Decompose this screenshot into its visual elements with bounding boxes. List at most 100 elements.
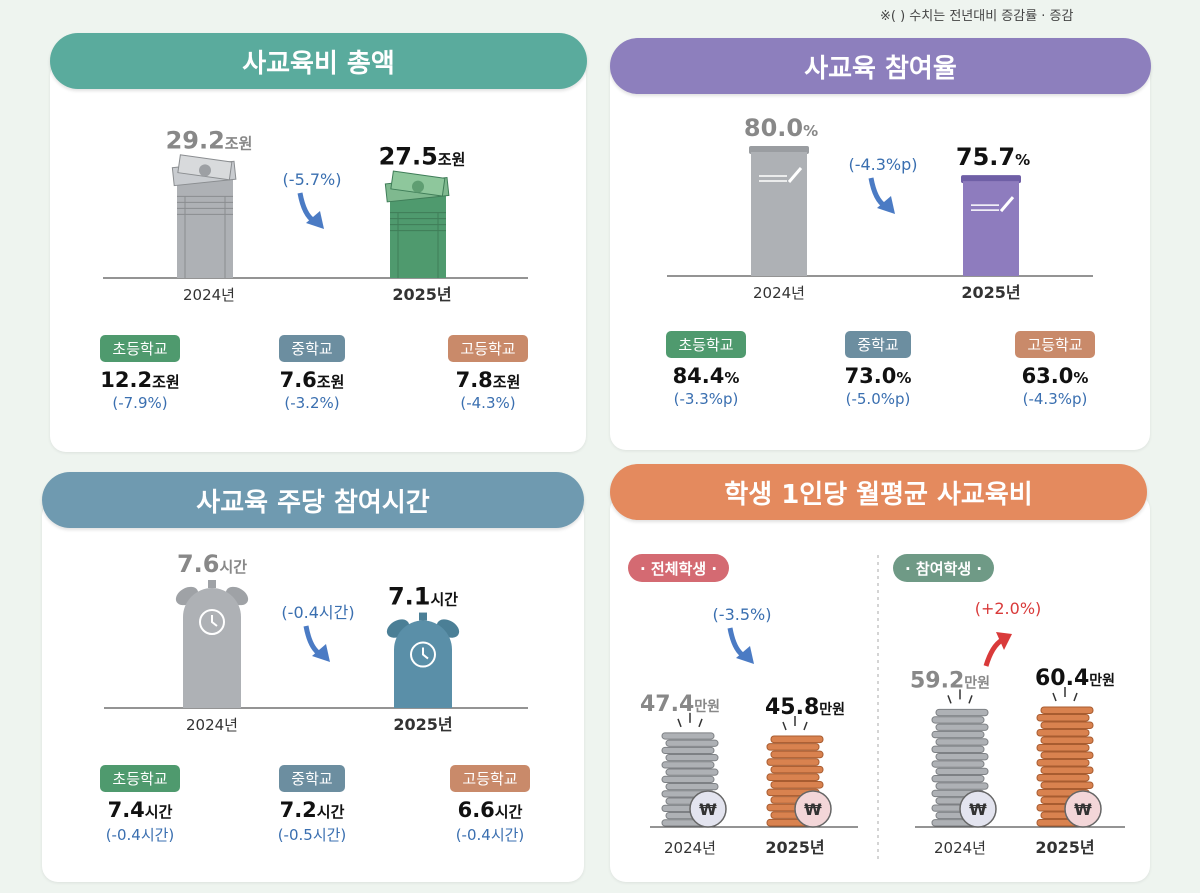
sub-stat-participation-elementary: 초등학교 84.4% (-3.3%p) [621,331,791,408]
sub-unit: 조원 [316,373,345,391]
won-icon [959,790,997,828]
tag-high: 고등학교 [450,765,530,792]
panel-total-spending [50,60,586,452]
sub-unit: 시간 [494,803,523,821]
change-label-total: (-5.7%) [283,170,342,189]
x-tick-label-total-1: 2025년 [392,285,451,304]
sub-value: 84.4 [672,364,725,388]
won-icon: ₩ [969,800,987,819]
sub-unit: 조원 [152,373,180,391]
x-tick-label-monthly-0-1: 2025년 [765,838,824,857]
sub-unit: % [724,369,740,387]
value-label-total-1: 27.5조원 [379,143,466,171]
sub-change: (-0.4시간) [455,826,525,844]
panel-title-participation: 사교육 참여율 [610,38,1151,94]
won-icon [1064,790,1102,828]
sub-value: 73.0 [844,364,897,388]
tag-middle: 중학교 [279,765,345,792]
bar-coin-stack-0-2024년: ₩ [661,712,727,828]
change-label-monthly-0: (-3.5%) [713,605,772,624]
change-label-participation: (-4.3%p) [848,155,917,174]
sub-change: (-3.3%p) [673,390,739,408]
sub-stat-total-high: 고등학교 7.8조원 (-4.3%) [403,335,573,412]
won-icon: ₩ [804,800,822,819]
value-label-participation-0: 80.0% [744,114,818,142]
tag-middle: 중학교 [279,335,345,362]
tag-elementary: 초등학교 [100,765,180,792]
value-label-monthly-0-0: 47.4만원 [640,692,720,717]
footnote: ※( ) 수치는 전년대비 증감률 · 증감 [880,9,1074,24]
x-tick-label-monthly-1-0: 2024년 [934,839,986,857]
group-tag-participating-students: · 참여학생 · [893,554,995,582]
sub-unit: 시간 [144,803,173,821]
x-tick-label-monthly-0-0: 2024년 [664,839,716,857]
value-label-participation-1: 75.7% [956,143,1030,171]
panel-title-hours: 사교육 주당 참여시간 [42,472,584,528]
sub-change: (-4.3%) [460,394,516,412]
sub-change: (-7.9%) [112,394,168,412]
sub-value: 7.8 [455,368,493,392]
down-arrow-icon [303,625,330,662]
value-label-hours-0: 7.6시간 [177,550,247,578]
bar-clock-2024년 [175,580,249,708]
sub-unit: % [896,369,912,387]
panel-participation-rate [610,62,1150,450]
x-tick-label-hours-1: 2025년 [393,715,452,734]
bar-clock-2025년 [386,612,460,708]
x-tick-label-total-0: 2024년 [183,286,235,304]
sub-stat-total-middle: 중학교 7.6조원 (-3.2%) [227,335,397,412]
sub-stat-total-elementary: 초등학교 12.2조원 (-7.9%) [55,335,225,412]
bar-book-2025년 [961,175,1021,276]
won-icon: ₩ [1074,800,1092,819]
bar-coin-stack-1-2025년: ₩ [1036,687,1102,828]
group-tag-all-students: · 전체학생 · [628,554,730,582]
tag-elementary: 초등학교 [666,331,746,358]
up-arrow-icon [983,632,1012,667]
sub-stat-participation-middle: 중학교 73.0% (-5.0%p) [793,331,963,408]
sub-stat-hours-high: 고등학교 6.6시간 (-0.4시간) [405,765,575,845]
sub-value: 7.6 [279,368,317,392]
down-arrow-icon [297,192,324,229]
x-tick-label-participation-0: 2024년 [753,284,805,302]
sub-value: 6.6 [457,798,495,822]
sub-unit: 시간 [316,803,345,821]
bar-money-stack-2024년 [171,154,237,278]
tag-high: 고등학교 [1015,331,1095,358]
sub-stat-hours-elementary: 초등학교 7.4시간 (-0.4시간) [55,765,225,845]
won-icon [794,790,832,828]
bar-coin-stack-0-2025년: ₩ [766,716,832,828]
sub-change: (-5.0%p) [845,390,911,408]
value-label-hours-1: 7.1시간 [388,583,458,611]
sub-value: 12.2 [100,368,153,392]
won-icon [689,790,727,828]
value-label-monthly-1-0: 59.2만원 [910,668,990,693]
sub-change: (-4.3%p) [1022,390,1088,408]
panel-title-total: 사교육비 총액 [50,33,587,89]
sub-unit: 조원 [492,373,521,391]
value-label-monthly-1-1: 60.4만원 [1035,666,1115,691]
x-tick-label-hours-0: 2024년 [186,716,238,734]
sub-change: (-0.4시간) [105,826,175,844]
panel-weekly-hours [42,500,584,882]
value-label-monthly-0-1: 45.8만원 [765,695,845,720]
sub-value: 7.2 [279,798,317,822]
tag-elementary: 초등학교 [100,335,180,362]
change-label-monthly-1: (+2.0%) [975,599,1042,618]
sub-stat-participation-high: 고등학교 63.0% (-4.3%p) [970,331,1140,408]
sub-change: (-3.2%) [284,394,340,412]
x-tick-label-monthly-1-1: 2025년 [1035,838,1094,857]
value-label-total-0: 29.2조원 [166,126,253,154]
panel-title-monthly: 학생 1인당 월평균 사교육비 [610,464,1147,520]
sub-unit: % [1073,369,1089,387]
sub-stat-hours-middle: 중학교 7.2시간 (-0.5시간) [227,765,397,845]
sub-value: 63.0 [1021,364,1074,388]
won-icon: ₩ [699,800,717,819]
tag-high: 고등학교 [448,335,528,362]
down-arrow-icon [868,177,895,214]
sub-value: 7.4 [107,798,145,822]
bar-money-stack-2025년 [384,170,450,278]
sub-change: (-0.5시간) [277,826,347,844]
bar-book-2024년 [749,146,809,276]
down-arrow-icon [727,627,754,664]
